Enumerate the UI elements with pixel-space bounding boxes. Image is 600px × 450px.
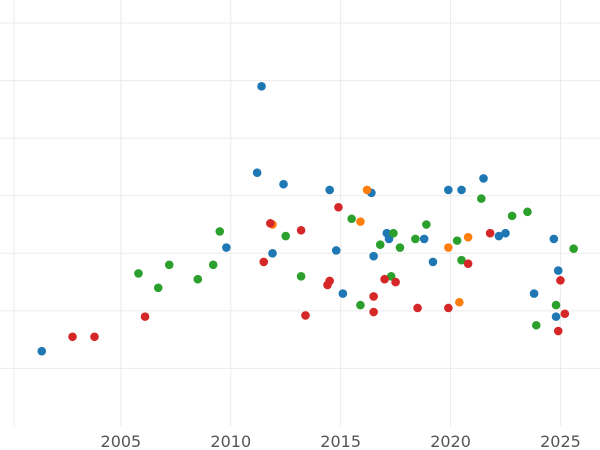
x-tick-label: 2020: [430, 432, 471, 450]
data-point: [477, 194, 486, 203]
data-point: [37, 346, 47, 356]
data-point: [553, 326, 563, 336]
data-points: [37, 82, 578, 356]
data-point: [281, 231, 291, 241]
x-tick-label: 2025: [540, 432, 581, 450]
data-point: [444, 185, 453, 195]
data-point: [375, 240, 385, 249]
data-point: [529, 289, 539, 298]
data-point: [463, 259, 473, 268]
data-point: [523, 207, 532, 217]
data-point: [457, 255, 466, 265]
data-point: [164, 260, 174, 270]
data-point: [369, 307, 378, 317]
data-point: [153, 283, 163, 293]
data-point: [296, 272, 306, 281]
data-point: [531, 320, 541, 330]
data-point: [485, 228, 495, 238]
data-point: [444, 303, 453, 313]
data-point: [140, 312, 150, 321]
data-point: [257, 82, 266, 91]
data-point: [479, 174, 488, 183]
data-point: [268, 248, 277, 258]
data-point: [90, 332, 99, 342]
data-point: [507, 211, 517, 221]
data-point: [356, 217, 365, 226]
data-point: [501, 228, 510, 238]
x-axis-tick-labels: 2005 2010 2015 2020 2025: [101, 432, 581, 450]
data-point: [494, 231, 504, 241]
data-point: [560, 309, 570, 319]
data-point: [266, 219, 275, 228]
data-point: [551, 300, 561, 310]
data-point: [395, 243, 405, 252]
data-point: [452, 236, 462, 245]
data-point: [325, 185, 334, 195]
data-point: [222, 243, 231, 252]
data-point: [556, 276, 565, 285]
data-point: [362, 185, 372, 195]
data-point: [369, 292, 378, 301]
data-point: [331, 246, 341, 255]
data-point: [259, 257, 269, 267]
data-point: [325, 276, 334, 286]
data-point: [391, 277, 400, 287]
data-point: [208, 260, 218, 270]
grid: [0, 0, 600, 426]
data-point: [252, 168, 262, 178]
data-point: [68, 332, 77, 342]
data-point: [347, 214, 356, 224]
data-point: [551, 312, 561, 321]
x-tick-label: 2005: [101, 432, 142, 450]
data-point: [193, 274, 203, 284]
x-tick-label: 2015: [320, 432, 361, 450]
data-point: [413, 303, 422, 313]
data-point: [457, 185, 466, 195]
data-point: [463, 232, 473, 242]
data-point: [301, 311, 310, 320]
data-point: [569, 244, 578, 253]
data-point: [422, 220, 431, 229]
data-point: [444, 243, 453, 252]
data-point: [338, 289, 348, 298]
x-tick-label: 2010: [210, 432, 251, 450]
data-point: [279, 179, 288, 189]
data-point: [356, 300, 365, 310]
data-point: [380, 274, 389, 284]
data-point: [296, 225, 306, 235]
data-point: [455, 297, 464, 307]
data-point: [411, 234, 420, 244]
data-point: [134, 269, 143, 278]
data-point: [334, 202, 343, 212]
data-point: [428, 257, 438, 267]
data-point: [419, 234, 429, 244]
data-point: [215, 227, 225, 236]
data-point: [553, 266, 563, 275]
data-point: [549, 234, 559, 244]
data-point: [369, 251, 378, 261]
data-point: [389, 228, 398, 238]
